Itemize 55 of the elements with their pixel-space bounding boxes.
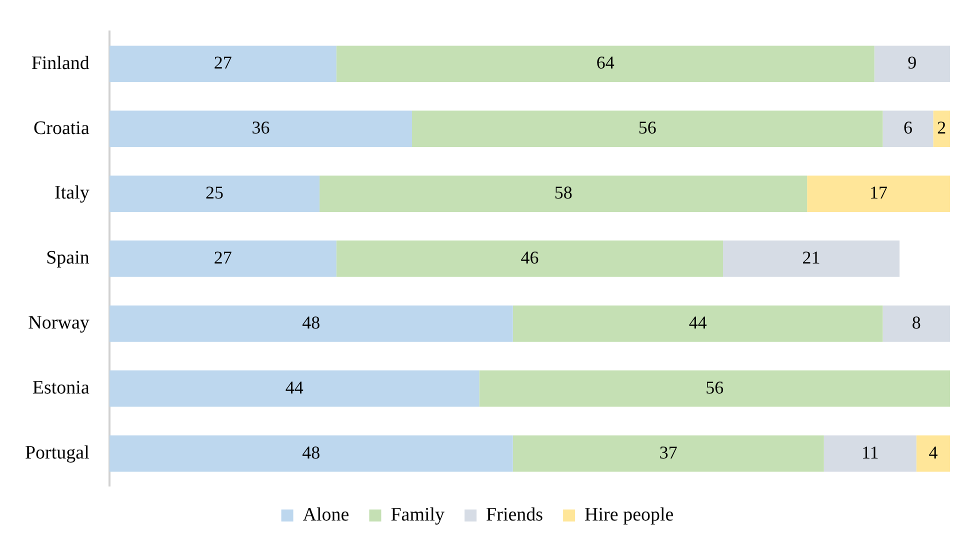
data-label: 48 (302, 442, 320, 462)
data-label: 56 (638, 118, 656, 138)
y-tick-label: Spain (46, 248, 90, 269)
bar (109, 370, 480, 407)
bar (824, 435, 916, 472)
legend-label: Alone (302, 504, 350, 526)
data-label: 27 (214, 52, 232, 73)
data-label: 4 (928, 442, 938, 462)
data-label: 44 (285, 377, 304, 398)
bar (109, 46, 336, 82)
data-label: 8 (912, 312, 921, 332)
bar (109, 240, 336, 277)
bar (723, 240, 900, 277)
data-label: 9 (908, 52, 917, 73)
y-tick-label: Portugal (24, 442, 90, 464)
bar (512, 305, 883, 342)
data-label: 44 (688, 312, 707, 332)
data-label: 37 (659, 442, 678, 462)
y-tick-label: Italy (54, 182, 90, 204)
bar (882, 305, 950, 342)
legend-label: Friends (486, 504, 544, 526)
data-label: 21 (802, 247, 820, 268)
bar (933, 110, 950, 147)
data-label: 64 (596, 52, 614, 73)
legend-label: Family (390, 504, 446, 526)
y-tick-label: Finland (31, 52, 90, 74)
bar (916, 435, 950, 472)
bar (336, 46, 874, 82)
data-label: 46 (520, 247, 539, 268)
y-tick-label: Croatia (33, 118, 90, 139)
bar (807, 176, 950, 212)
data-label: 25 (205, 182, 224, 202)
bar (320, 176, 808, 212)
data-label: 27 (214, 247, 232, 268)
y-tick-label: Norway (28, 312, 90, 334)
bar (109, 176, 320, 212)
bar (109, 305, 513, 342)
legend-label: Hire people (584, 504, 674, 526)
data-label: 36 (252, 118, 270, 138)
bar (412, 110, 883, 147)
bar (882, 110, 934, 147)
data-label: 2 (937, 118, 946, 138)
data-label: 6 (903, 118, 912, 138)
bar (109, 110, 412, 147)
bar (336, 240, 724, 277)
bar (874, 46, 950, 82)
bar (109, 435, 513, 472)
data-label: 56 (706, 377, 724, 398)
y-tick-label: Estonia (32, 378, 90, 399)
data-label: 58 (554, 182, 572, 202)
data-label: 17 (870, 182, 888, 202)
bar (479, 370, 950, 407)
data-label: 11 (861, 442, 879, 462)
data-label: 48 (302, 312, 320, 332)
bar (512, 435, 824, 472)
